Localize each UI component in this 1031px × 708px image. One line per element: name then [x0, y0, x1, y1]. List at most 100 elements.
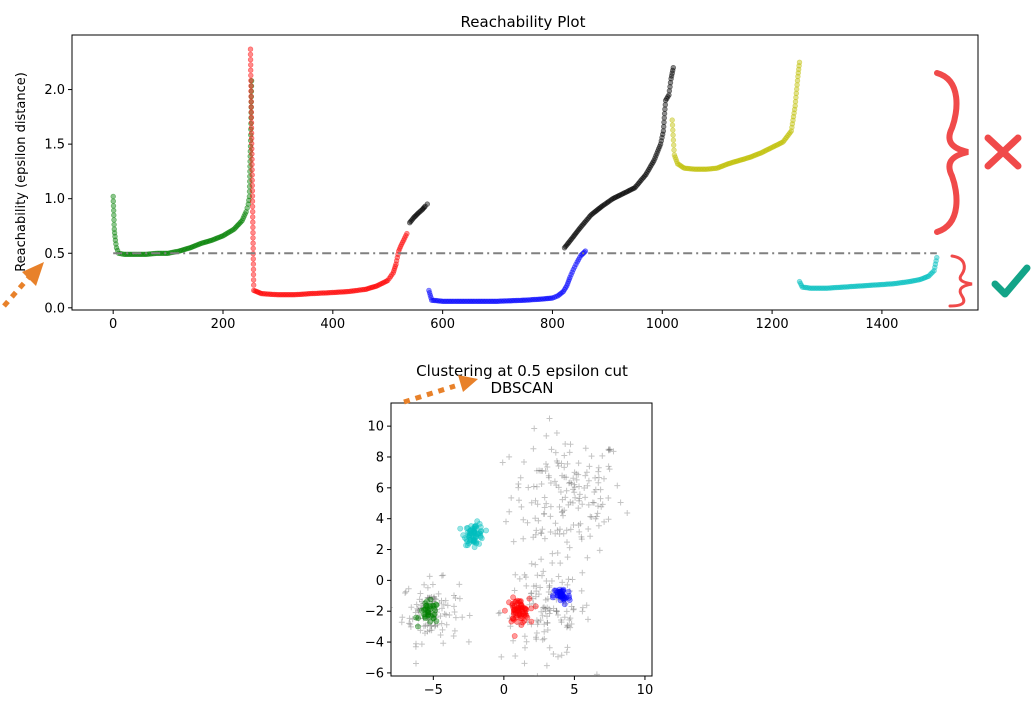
- noise-point: [584, 482, 591, 489]
- cluster-point: [427, 596, 434, 603]
- noise-point: [412, 643, 419, 650]
- cluster-point: [457, 525, 464, 532]
- noise-point: [544, 613, 550, 620]
- noise-point: [506, 508, 513, 515]
- noise-point: [591, 499, 597, 506]
- x-tick-label: 0: [109, 317, 117, 332]
- noise-point: [540, 604, 546, 611]
- noise-point: [570, 475, 577, 482]
- cluster-point: [464, 538, 471, 545]
- noise-point: [564, 554, 571, 561]
- noise-point: [586, 463, 593, 470]
- noise-point: [538, 556, 545, 563]
- cluster-point: [561, 601, 568, 608]
- cluster-point: [464, 525, 471, 531]
- noise-point: [567, 526, 574, 533]
- series-yellow: [669, 59, 803, 172]
- data-point: [110, 198, 117, 204]
- noise-point: [563, 487, 570, 494]
- noise-point: [497, 609, 503, 616]
- data-point: [250, 271, 257, 278]
- y-tick-label: 1.5: [44, 138, 65, 153]
- noise-point: [533, 588, 540, 595]
- y-tick-label: 10: [367, 420, 384, 435]
- cluster-point: [421, 606, 427, 613]
- y-tick-label: 0: [376, 574, 384, 589]
- noise-point: [563, 624, 570, 631]
- noise-point: [530, 483, 537, 490]
- noise-point: [549, 560, 556, 566]
- data-point: [670, 64, 676, 71]
- noise-point: [562, 494, 569, 501]
- data-point: [249, 193, 256, 199]
- noise-point: [538, 467, 544, 474]
- noise-point: [561, 507, 568, 514]
- cluster-cyan: [457, 518, 489, 551]
- noise-point: [450, 633, 457, 639]
- cluster-point: [483, 527, 489, 534]
- noise-point: [579, 569, 586, 576]
- data-point: [660, 123, 667, 130]
- y-tick-label: 6: [376, 481, 384, 496]
- noise-point: [549, 550, 556, 557]
- noise-point: [582, 445, 589, 452]
- noise-point: [546, 644, 553, 651]
- noise-point: [439, 605, 445, 612]
- noise-point: [443, 621, 450, 628]
- dbscan-plot-title-line2: DBSCAN: [490, 379, 553, 397]
- cluster-point: [470, 536, 477, 543]
- noise-point: [544, 620, 551, 626]
- noise-point: [537, 584, 544, 591]
- cluster-point: [512, 598, 519, 605]
- noise-point: [558, 460, 565, 467]
- noise-point: [588, 514, 595, 520]
- series-black: [407, 64, 676, 251]
- cluster-point: [474, 518, 481, 525]
- data-point: [248, 77, 254, 84]
- noise-point: [578, 536, 585, 543]
- cluster-point: [560, 586, 567, 593]
- noise-point: [515, 481, 522, 487]
- noise-point: [512, 653, 519, 659]
- series-cyan: [796, 254, 940, 291]
- data-point: [249, 172, 255, 178]
- x-tick-label: 200: [211, 317, 236, 332]
- data-point: [248, 88, 254, 94]
- cluster-point: [478, 528, 485, 534]
- data-point: [794, 77, 801, 84]
- noise-point: [402, 588, 409, 595]
- noise-point: [570, 606, 577, 613]
- noise-point: [558, 619, 565, 626]
- noise-point: [617, 499, 624, 506]
- noise-point: [535, 591, 542, 598]
- data-point: [670, 137, 677, 143]
- noise-point: [407, 623, 414, 630]
- data-point: [250, 214, 256, 220]
- noise-point: [577, 520, 584, 527]
- cluster-point: [523, 606, 530, 613]
- noise-point: [523, 638, 530, 645]
- cluster-red: [501, 594, 539, 639]
- noise-point: [465, 638, 472, 645]
- noise-point: [565, 576, 572, 583]
- noise-point: [595, 464, 602, 471]
- data-point: [667, 79, 674, 86]
- noise-point: [499, 459, 506, 466]
- noise-point: [576, 528, 583, 535]
- noise-point: [589, 499, 596, 506]
- noise-point: [614, 482, 621, 489]
- dbscan-plot-axes: −5 0 5 10 −6 −4 −2 0 2 4 6 8 10: [365, 420, 653, 698]
- noise-point: [575, 522, 582, 529]
- cluster-point: [515, 605, 522, 611]
- data-point: [250, 261, 257, 267]
- noise-point: [541, 604, 547, 611]
- data-point: [111, 217, 117, 223]
- noise-point: [428, 622, 435, 629]
- x-tick-label: 1000: [646, 317, 679, 332]
- noise-point: [545, 472, 552, 479]
- noise-point: [624, 510, 631, 516]
- noise-point: [535, 618, 542, 625]
- noise-point: [564, 539, 570, 546]
- noise-point: [605, 495, 612, 501]
- noise-point: [546, 605, 553, 612]
